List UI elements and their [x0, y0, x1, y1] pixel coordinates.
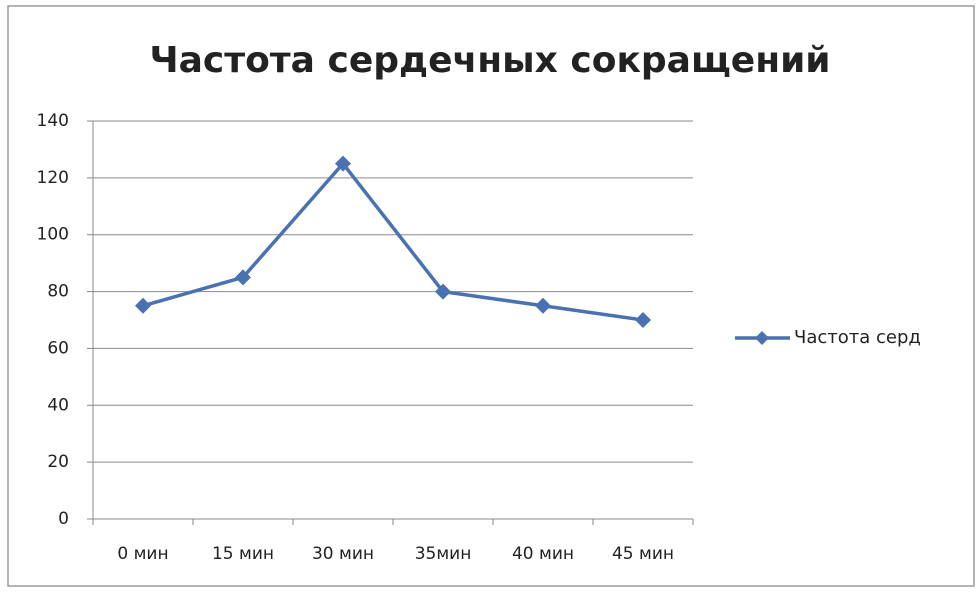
x-tick-label: 40 мин	[512, 544, 574, 564]
y-tick-label: 80	[47, 282, 69, 302]
point-marker	[635, 312, 651, 328]
y-tick-label: 20	[47, 452, 69, 472]
y-tick-label: 140	[37, 111, 69, 131]
y-tick-label: 100	[37, 225, 69, 245]
legend-label: Частота серд	[794, 327, 921, 348]
x-tick-label: 45 мин	[612, 544, 674, 564]
chart-frame	[7, 5, 975, 587]
point-marker	[235, 269, 251, 286]
point-marker	[135, 297, 151, 314]
x-tick-label: 15 мин	[212, 544, 274, 564]
point-marker	[535, 297, 551, 314]
x-tick-label: 30 мин	[312, 544, 374, 564]
point-marker	[335, 155, 351, 172]
y-tick-label: 60	[47, 338, 69, 358]
point-marker	[435, 283, 451, 300]
chart-title: Частота сердечных сокращений	[149, 40, 830, 81]
y-tick-label: 40	[47, 395, 69, 415]
y-tick-label: 120	[37, 168, 69, 188]
x-tick-label: 0 мин	[117, 544, 168, 564]
legend-marker	[755, 331, 769, 345]
y-tick-label: 0	[58, 509, 69, 529]
x-tick-label: 35мин	[415, 544, 472, 564]
series-line	[142, 160, 644, 322]
